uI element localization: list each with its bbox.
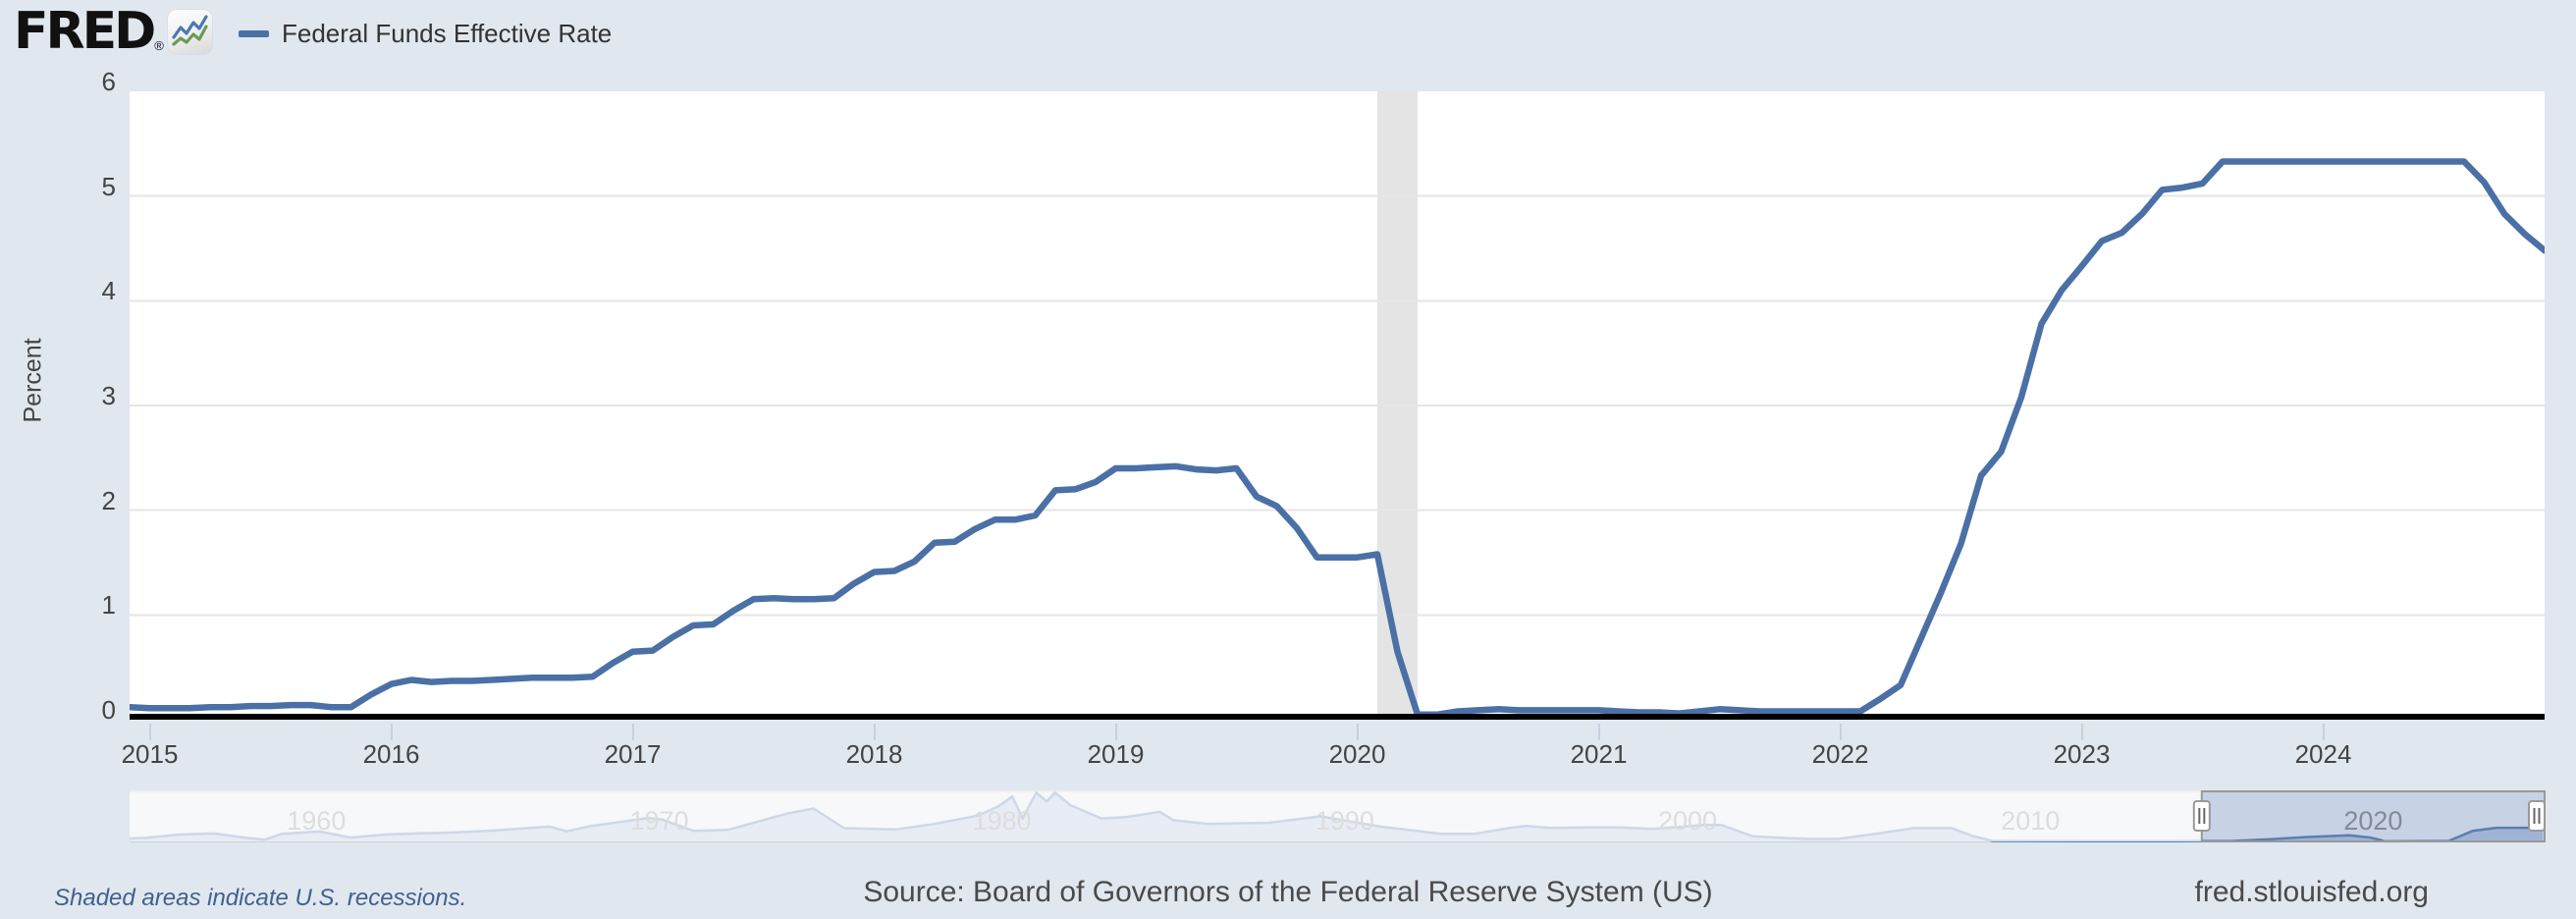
x-tick-label: 2017 [604,739,662,769]
y-tick-label: 3 [101,381,116,410]
y-tick-label: 5 [101,171,116,201]
x-tick-mark [1114,724,1117,740]
y-tick-label: 6 [101,67,116,96]
x-tick-label: 2023 [2053,739,2111,769]
x-tick-mark [1839,724,1842,740]
fred-logo-text: FRED [14,2,156,61]
x-tick-mark [2322,724,2325,740]
y-tick-label: 1 [101,590,116,621]
x-tick-mark [873,724,876,740]
fred-site-link[interactable]: fred.stlouisfed.org [2194,876,2429,908]
navigator-minichart[interactable]: 1960197019801990200020102020 [129,790,2546,843]
x-tick-label: 2016 [362,739,420,769]
x-tick-mark [2080,724,2083,740]
x-tick-label: 2015 [121,739,179,769]
ffr-series-line [130,158,2545,718]
navigator-selected-window[interactable] [2201,790,2545,841]
x-tick-mark [1356,724,1359,740]
y-tick-label: 0 [101,695,116,725]
navigator-unselected-mask [130,790,2202,841]
navigator-handle-left[interactable] [2192,800,2211,832]
x-tick-mark [631,724,634,740]
x-tick-mark [390,724,393,740]
x-tick-label: 2019 [1087,739,1145,769]
legend: Federal Funds Effective Rate [239,18,612,49]
x-tick-label: 2018 [845,739,903,769]
x-tick-label: 2021 [1570,739,1628,769]
fred-logo[interactable]: FRED ® [14,4,212,59]
main-chart[interactable] [130,91,2545,720]
fred-logo-graph-icon [167,9,212,54]
x-tick-label: 2024 [2294,739,2352,769]
x-tick-label: 2020 [1328,739,1386,769]
recession-note: Shaded areas indicate U.S. recessions. [54,885,467,911]
x-tick-mark [148,724,151,740]
y-tick-label: 4 [101,276,116,306]
navigator-handle-right[interactable] [2528,800,2546,832]
x-tick-label: 2022 [1811,739,1869,769]
zero-axis-line [130,714,2545,720]
source-attribution: Source: Board of Governors of the Federa… [863,876,1713,908]
legend-series-label: Federal Funds Effective Rate [282,18,613,48]
y-tick-label: 2 [101,485,116,515]
legend-line-swatch [239,29,269,37]
navigator-decade-label: 2020 [2343,806,2402,836]
x-tick-mark [1597,724,1600,740]
registered-mark: ® [154,38,164,53]
